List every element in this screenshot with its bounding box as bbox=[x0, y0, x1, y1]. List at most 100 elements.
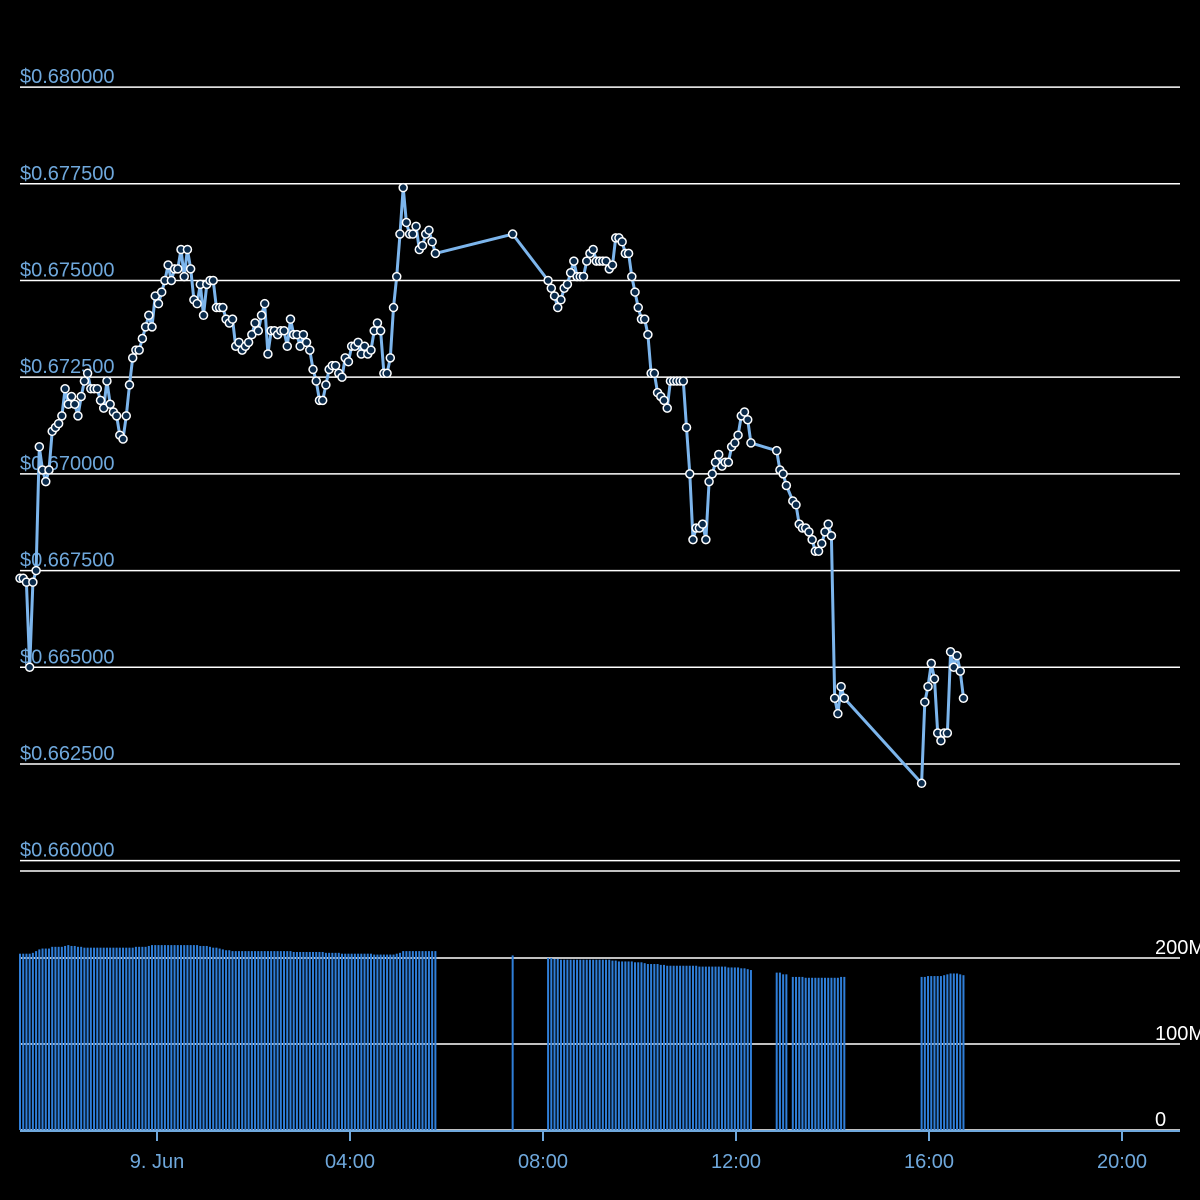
volume-bar bbox=[814, 977, 817, 1130]
price-point bbox=[833, 708, 843, 719]
volume-bar bbox=[933, 976, 936, 1130]
price-point bbox=[836, 681, 846, 692]
volume-bar bbox=[134, 946, 137, 1130]
volume-bar bbox=[321, 951, 324, 1130]
volume-bar bbox=[337, 952, 340, 1130]
volume-bar bbox=[421, 951, 424, 1130]
volume-bar bbox=[411, 951, 414, 1130]
volume-bar bbox=[939, 976, 942, 1130]
volume-bar bbox=[70, 945, 73, 1130]
volume-bar bbox=[60, 946, 63, 1130]
volume-bar bbox=[283, 951, 286, 1130]
price-point bbox=[185, 264, 196, 274]
volume-bar bbox=[141, 946, 144, 1130]
volume-bar bbox=[553, 958, 556, 1130]
volume-bar bbox=[118, 947, 121, 1130]
volume-bar bbox=[427, 951, 430, 1130]
volume-bar bbox=[44, 948, 47, 1130]
price-point bbox=[958, 693, 969, 703]
price-tick-label: $0.660000 bbox=[20, 840, 115, 862]
price-point bbox=[147, 322, 157, 332]
x-tick-label: 20:00 bbox=[1097, 1151, 1147, 1173]
volume-bar bbox=[376, 954, 379, 1130]
volume-bar bbox=[86, 947, 89, 1130]
volume-bar bbox=[360, 953, 363, 1130]
volume-bar bbox=[199, 945, 202, 1130]
price-point bbox=[688, 534, 698, 545]
price-axis-labels: $0.680000 $0.677500 $0.675000 $0.672500 $0.6… bbox=[20, 66, 115, 862]
volume-bar bbox=[373, 954, 376, 1130]
price-point bbox=[427, 237, 437, 247]
price-point bbox=[781, 480, 792, 491]
volume-bar bbox=[749, 970, 752, 1130]
volume-bar bbox=[576, 959, 579, 1130]
volume-bar bbox=[930, 976, 933, 1130]
volume-bar bbox=[231, 951, 234, 1130]
volume-bar bbox=[579, 959, 582, 1130]
volume-bar bbox=[41, 948, 44, 1130]
price-point bbox=[771, 445, 782, 456]
volume-bar bbox=[804, 977, 807, 1130]
price-point bbox=[839, 693, 850, 703]
volume-bar bbox=[724, 966, 727, 1130]
volume-bar bbox=[366, 953, 369, 1130]
volume-bar bbox=[270, 951, 273, 1130]
volume-bar bbox=[83, 947, 86, 1130]
volume-bar bbox=[28, 953, 31, 1130]
price-point bbox=[24, 662, 35, 673]
price-point bbox=[285, 314, 296, 324]
price-point bbox=[791, 500, 801, 510]
volume-bar bbox=[811, 977, 814, 1130]
price-point bbox=[375, 326, 386, 336]
price-point bbox=[179, 271, 189, 282]
volume-bar bbox=[109, 947, 112, 1130]
volume-bar bbox=[35, 951, 38, 1130]
price-point bbox=[385, 353, 396, 363]
price-point bbox=[623, 248, 634, 259]
volume-bar bbox=[241, 951, 244, 1130]
volume-bar bbox=[959, 974, 962, 1130]
price-point bbox=[823, 519, 833, 529]
volume-bar bbox=[196, 945, 199, 1130]
volume-bar bbox=[637, 962, 640, 1130]
volume-bar bbox=[73, 945, 76, 1130]
volume-bar bbox=[717, 966, 720, 1130]
volume-bar bbox=[112, 947, 115, 1130]
volume-bar bbox=[605, 959, 608, 1130]
price-point bbox=[311, 376, 321, 386]
volume-bar bbox=[167, 945, 170, 1130]
price-point bbox=[124, 380, 135, 390]
price-tick-label: $0.670000 bbox=[20, 453, 115, 475]
volume-bar bbox=[743, 968, 746, 1130]
price-point bbox=[82, 368, 93, 379]
price-point bbox=[920, 697, 930, 707]
volume-bar bbox=[225, 950, 228, 1130]
volume-bar bbox=[943, 975, 946, 1130]
volume-bar bbox=[547, 958, 550, 1130]
volume-bar bbox=[675, 965, 678, 1130]
volume-bar bbox=[569, 959, 572, 1130]
price-point bbox=[53, 418, 64, 429]
volume-bar bbox=[840, 976, 843, 1130]
price-point bbox=[643, 329, 653, 340]
volume-bar bbox=[25, 953, 28, 1130]
price-point bbox=[144, 310, 154, 321]
volume-bar bbox=[147, 945, 150, 1130]
volume-bar bbox=[250, 951, 253, 1130]
volume-bar bbox=[292, 951, 295, 1130]
price-point bbox=[118, 434, 128, 444]
price-point bbox=[746, 438, 756, 448]
volume-bar bbox=[308, 951, 311, 1130]
volume-bar bbox=[80, 946, 83, 1130]
volume-bar bbox=[833, 977, 836, 1130]
volume-bar bbox=[824, 977, 826, 1130]
volume-tick-label: 200M bbox=[1155, 937, 1200, 959]
price-point bbox=[305, 345, 315, 355]
price-point bbox=[926, 658, 937, 669]
price-point bbox=[829, 693, 840, 703]
price-point bbox=[105, 399, 115, 409]
volume-bar bbox=[559, 959, 562, 1130]
volume-bar bbox=[299, 951, 302, 1130]
price-tick-label: $0.667500 bbox=[20, 550, 115, 572]
